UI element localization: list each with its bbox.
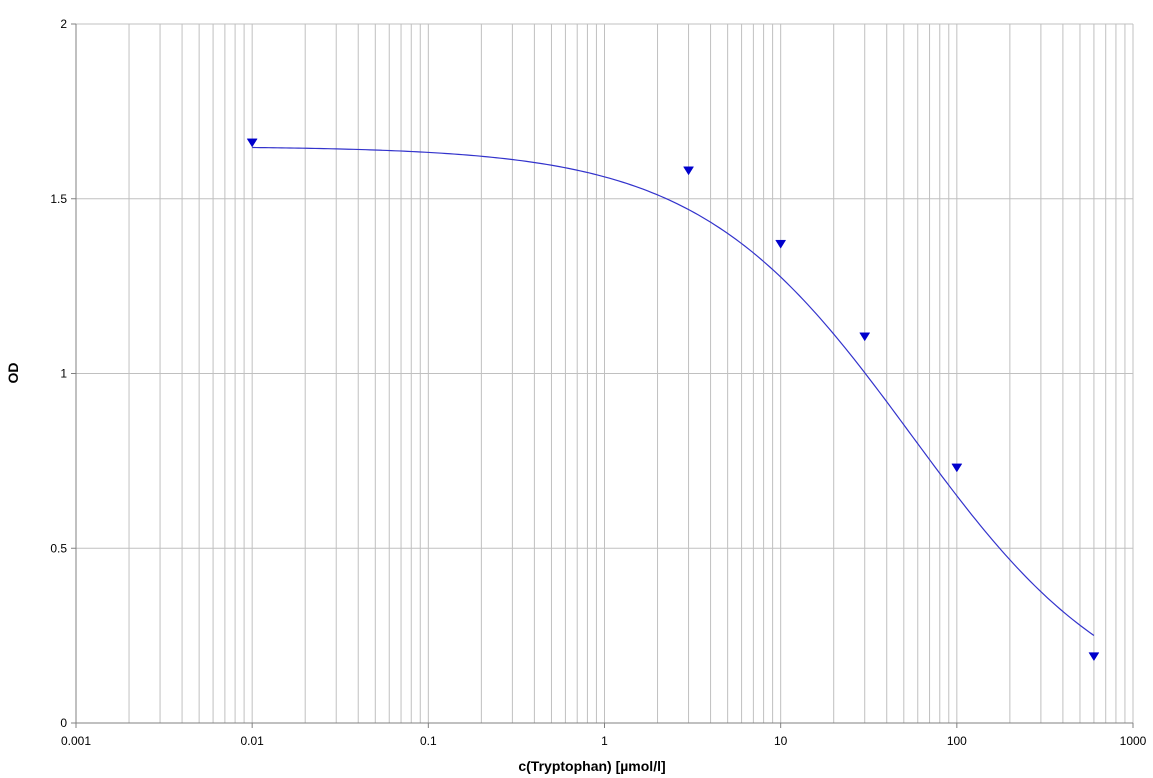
x-tick-label: 100 xyxy=(947,734,967,748)
axes xyxy=(71,23,1134,728)
data-point xyxy=(246,138,258,148)
data-point xyxy=(1088,652,1100,662)
x-tick-labels: 0.001 0.01 0.1 1 10 100 1000 xyxy=(61,734,1147,748)
y-tick-label: 0.5 xyxy=(50,541,67,555)
x-tick-label: 0.01 xyxy=(240,734,264,748)
y-tick-label: 0 xyxy=(60,716,67,730)
fit-curve-layer xyxy=(252,146,1095,636)
y-axis-title: OD xyxy=(5,363,21,384)
data-point xyxy=(859,332,871,342)
y-tick-labels: 0 0.5 1 1.5 2 xyxy=(50,17,67,730)
y-tick-label: 2 xyxy=(60,17,67,31)
data-point xyxy=(775,239,787,249)
y-tick-label: 1 xyxy=(60,367,67,381)
x-tick-label: 1000 xyxy=(1120,734,1147,748)
data-points xyxy=(246,138,1100,662)
fit-curve xyxy=(252,146,1095,636)
data-point xyxy=(683,166,695,176)
data-point xyxy=(951,463,963,473)
y-tick-label: 1.5 xyxy=(50,192,67,206)
x-tick-label: 10 xyxy=(774,734,788,748)
x-axis-title: c(Tryptophan) [µmol/l] xyxy=(518,758,665,774)
x-tick-label: 0.001 xyxy=(61,734,91,748)
x-tick-label: 1 xyxy=(601,734,608,748)
x-tick-label: 0.1 xyxy=(420,734,437,748)
